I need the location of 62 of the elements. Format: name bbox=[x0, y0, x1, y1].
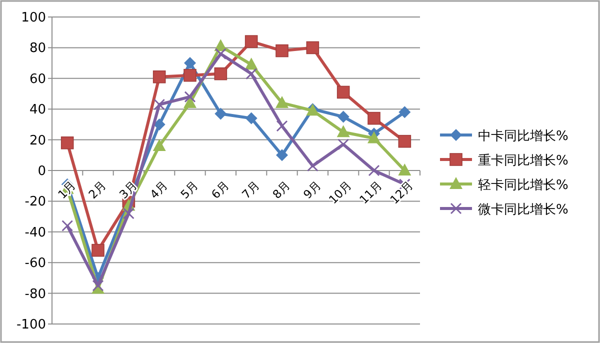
x-tick-label: 3月 bbox=[116, 178, 140, 202]
x-tick-label: 8月 bbox=[270, 178, 294, 202]
point bbox=[336, 86, 350, 99]
y-tick-label: 20 bbox=[29, 133, 46, 148]
point bbox=[368, 164, 380, 176]
point bbox=[398, 134, 412, 148]
point bbox=[60, 136, 74, 150]
y-tick-label: -100 bbox=[16, 318, 46, 332]
legend-label: 中卡同比增长% bbox=[478, 129, 568, 144]
y-tick-label: -40 bbox=[24, 225, 46, 240]
point bbox=[276, 44, 288, 58]
point bbox=[306, 160, 318, 172]
point bbox=[276, 120, 288, 132]
y-tick-label: -60 bbox=[24, 256, 46, 272]
point bbox=[153, 118, 166, 130]
point bbox=[184, 68, 196, 82]
point bbox=[245, 112, 258, 124]
x-tick-label: 2月 bbox=[86, 178, 110, 202]
x-tick-label: 7月 bbox=[239, 178, 263, 202]
y-tick-label: -20 bbox=[24, 194, 46, 210]
point bbox=[368, 131, 380, 144]
point bbox=[122, 208, 134, 220]
x-tick-label: 6月 bbox=[208, 178, 232, 202]
point bbox=[276, 96, 288, 108]
point bbox=[154, 98, 166, 110]
x-tick-label: 1月 bbox=[55, 178, 79, 202]
point bbox=[368, 112, 380, 125]
point bbox=[336, 125, 350, 138]
point bbox=[152, 138, 166, 151]
legend-label: 重卡同比增长% bbox=[478, 154, 568, 168]
point bbox=[398, 164, 412, 176]
legend-label: 轻卡同比增长% bbox=[478, 178, 568, 193]
point bbox=[244, 35, 258, 48]
point bbox=[184, 91, 196, 103]
y-tick-label: -80 bbox=[24, 286, 46, 302]
y-tick-label: 40 bbox=[29, 102, 46, 118]
point bbox=[152, 70, 166, 84]
x-tick-label: 5月 bbox=[178, 178, 202, 202]
point bbox=[214, 67, 228, 80]
point bbox=[244, 58, 258, 70]
point bbox=[337, 110, 350, 123]
point bbox=[214, 48, 226, 60]
point bbox=[92, 280, 104, 292]
x-tick-label: 9月 bbox=[300, 178, 324, 202]
point bbox=[306, 41, 320, 54]
point bbox=[214, 108, 227, 120]
y-tick-label: 100 bbox=[21, 10, 46, 26]
x-tick-label: 11月 bbox=[356, 178, 386, 207]
point bbox=[184, 57, 196, 70]
y-tick-label: 60 bbox=[29, 72, 46, 87]
point bbox=[276, 149, 288, 162]
x-tick-label: 4月 bbox=[147, 178, 171, 202]
y-tick-label: 0 bbox=[38, 164, 46, 179]
point bbox=[92, 244, 104, 257]
y-tick-label: 80 bbox=[29, 41, 46, 56]
x-tick-label: 12月 bbox=[387, 178, 416, 207]
legend-label: 微卡同比增长% bbox=[478, 202, 568, 218]
point bbox=[398, 106, 411, 118]
point bbox=[338, 138, 350, 150]
x-tick-label: 10月 bbox=[326, 178, 355, 207]
point bbox=[246, 68, 258, 80]
point bbox=[62, 220, 74, 232]
